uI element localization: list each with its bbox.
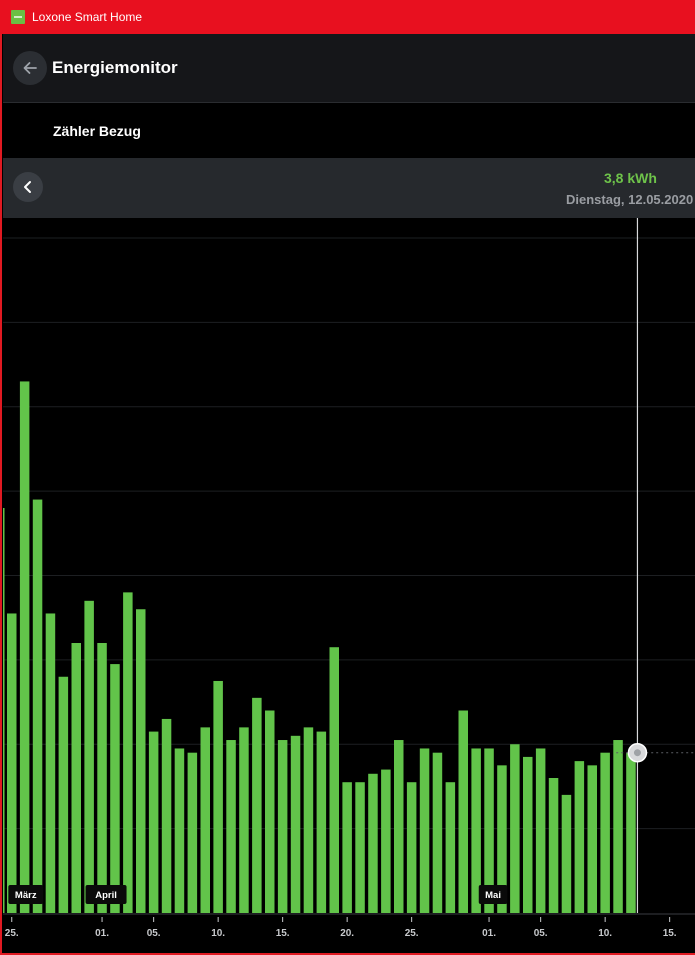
x-tick-label: 15. (276, 928, 290, 939)
previous-period-button[interactable] (13, 172, 43, 202)
energy-chart[interactable]: 25. 01. 05. 10. 15. 20. 25. 01. 05. 10. 15. März Apr… (3, 218, 695, 953)
x-tick-label: 25. (405, 928, 419, 939)
chart-bar[interactable] (187, 752, 198, 913)
chart-bar[interactable] (110, 664, 120, 913)
chart-bar[interactable] (548, 778, 559, 913)
page-header: Energiemonitor (3, 34, 695, 103)
x-tick-label: 10. (598, 928, 612, 939)
chart-bar[interactable] (7, 613, 17, 913)
chart-bar[interactable] (32, 499, 43, 913)
window-titlebar: Loxone Smart Home (0, 0, 695, 34)
chart-bar[interactable] (458, 710, 469, 914)
chart-bar[interactable] (316, 731, 327, 913)
chart-bar[interactable] (613, 740, 623, 913)
x-tick-label: 20. (340, 928, 354, 939)
chart-bar[interactable] (226, 740, 236, 913)
chart-bar[interactable] (394, 740, 404, 913)
chart-bar[interactable] (290, 735, 301, 913)
chart-bar[interactable] (419, 748, 430, 913)
chart-bar[interactable] (510, 744, 520, 913)
chart-bar[interactable] (239, 727, 249, 913)
x-tick-label: 01. (482, 928, 496, 939)
x-tick-label: 25. (5, 928, 19, 939)
x-tick-label: 05. (534, 928, 548, 939)
chart-bar[interactable] (277, 740, 288, 913)
chart-bar[interactable] (123, 592, 133, 913)
chart-bar[interactable] (303, 727, 314, 913)
chart-bar[interactable] (148, 731, 159, 913)
chart-bar[interactable] (406, 782, 417, 913)
chart-bar[interactable] (432, 752, 443, 913)
chart-bar[interactable] (265, 710, 275, 914)
back-button[interactable] (13, 51, 47, 85)
chart-bar[interactable] (626, 752, 636, 913)
chart-bar[interactable] (97, 643, 107, 913)
chart-bar[interactable] (252, 697, 262, 913)
chart-bar[interactable] (574, 761, 585, 913)
chart-bar[interactable] (58, 676, 69, 913)
chart-bar[interactable] (329, 647, 340, 913)
chart-bar[interactable] (497, 765, 507, 913)
chart-bar (3, 508, 5, 913)
month-label: April (95, 890, 117, 901)
month-label-box (85, 885, 127, 904)
selection-handle-dot (633, 749, 641, 757)
x-tick-label: 01. (95, 928, 109, 939)
chart-bar[interactable] (161, 718, 172, 913)
chart-bar[interactable] (561, 794, 572, 913)
chart-bar[interactable] (445, 782, 456, 913)
chart-bar[interactable] (484, 748, 494, 913)
x-tick-label: 10. (211, 928, 225, 939)
selected-date: Dienstag, 12.05.2020 (566, 192, 694, 207)
chart-bar[interactable] (174, 748, 185, 913)
chart-bar[interactable] (368, 773, 378, 913)
month-label-box (478, 885, 508, 904)
arrow-left-icon (23, 62, 37, 74)
chart-bar[interactable] (471, 748, 481, 913)
page-title: Energiemonitor (52, 58, 178, 77)
loxone-logo-icon (11, 10, 25, 24)
chart-bar[interactable] (136, 609, 146, 913)
chart-bar[interactable] (84, 600, 94, 913)
chart-bar[interactable] (200, 727, 211, 913)
chart-bar[interactable] (587, 765, 598, 913)
selected-value: 3,8 kWh (604, 170, 657, 186)
window-title: Loxone Smart Home (32, 10, 143, 24)
chart-bar[interactable] (381, 769, 391, 913)
x-tick-label: 05. (147, 928, 161, 939)
chart-bar[interactable] (213, 680, 223, 913)
chart-bar[interactable] (600, 752, 610, 913)
chart-bar[interactable] (355, 782, 365, 913)
x-tick-label: 15. (663, 928, 677, 939)
meter-header: Zähler Bezug (3, 103, 695, 158)
chart-bar[interactable] (523, 756, 533, 913)
month-label-box (8, 885, 44, 904)
chart-bar[interactable] (535, 748, 546, 913)
month-label: März (15, 890, 37, 901)
meter-title: Zähler Bezug (53, 123, 141, 139)
chart-bar[interactable] (19, 381, 30, 913)
chart-bar[interactable] (45, 613, 56, 913)
energy-chart-svg[interactable]: 25. 01. 05. 10. 15. 20. 25. 01. 05. 10. 15. März Apr… (3, 218, 695, 953)
period-navigation: 3,8 kWh Dienstag, 12.05.2020 (3, 158, 695, 218)
chevron-left-icon (24, 181, 31, 193)
month-label: Mai (485, 890, 501, 901)
chart-bar[interactable] (342, 782, 352, 913)
chart-bar[interactable] (71, 643, 82, 913)
